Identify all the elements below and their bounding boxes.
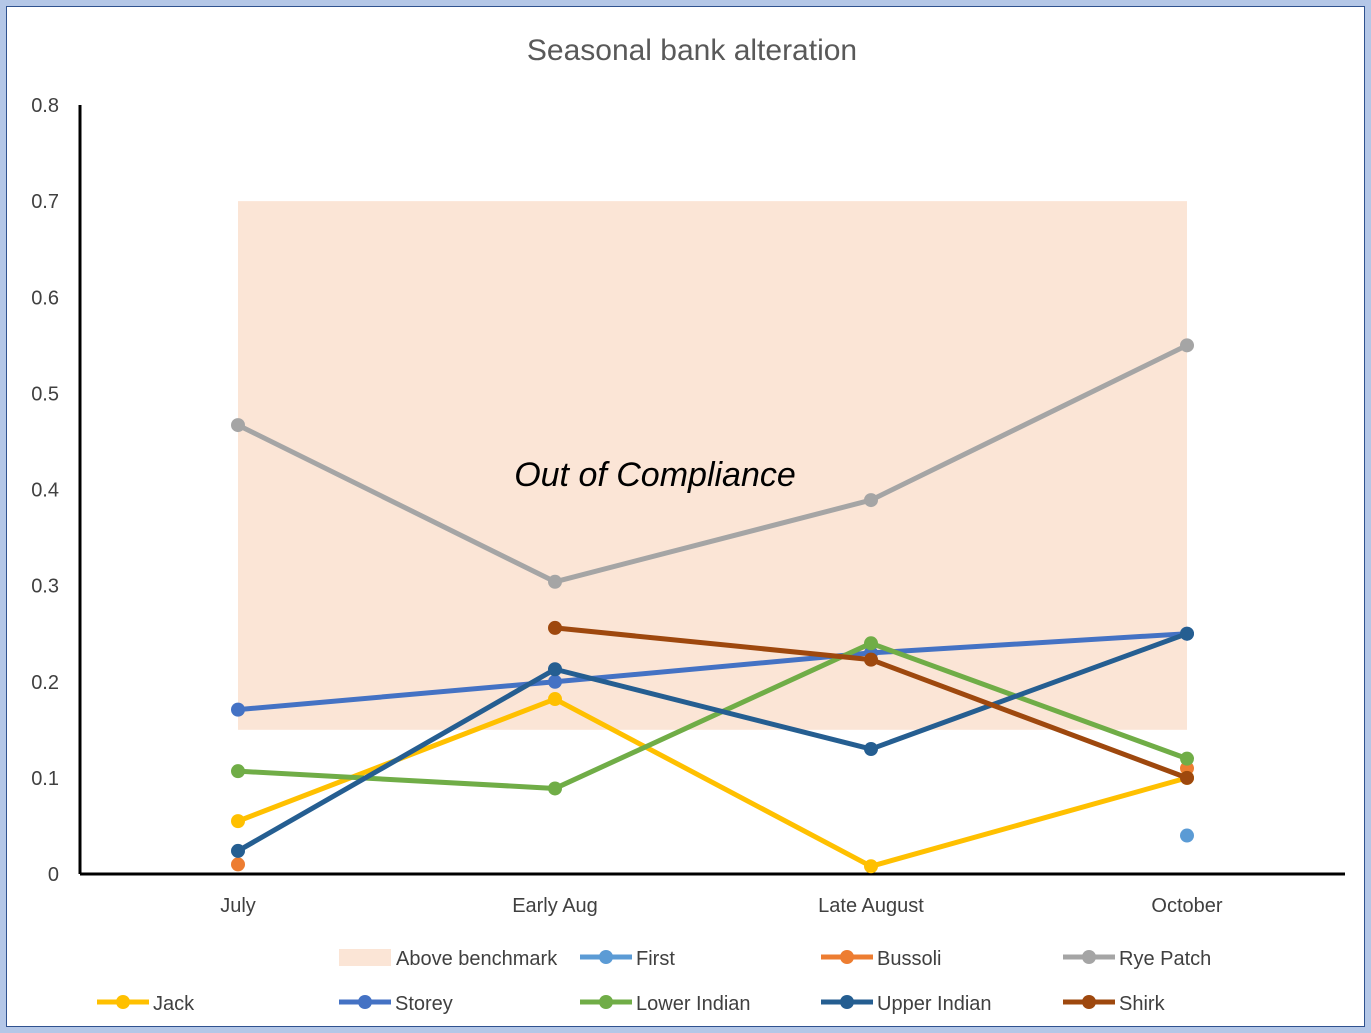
legend-label-lower-indian: Lower Indian [636, 993, 751, 1015]
series-line-segment [552, 497, 874, 585]
chart-title: Seasonal bank alteration [527, 34, 857, 67]
data-point [548, 692, 562, 707]
legend-marker-rye-patch [1082, 950, 1096, 964]
series-bussoli [231, 761, 1194, 872]
series-line-segment [235, 679, 558, 713]
series-rye-patch [231, 338, 1194, 589]
data-point [548, 781, 562, 796]
series-line-segment [552, 696, 874, 869]
series-shirk [548, 620, 1194, 785]
series-line-segment [235, 422, 558, 585]
data-point [864, 636, 878, 651]
data-point [548, 574, 562, 589]
data-point [1180, 338, 1194, 353]
data-point [864, 652, 878, 667]
series-line-segment [552, 650, 874, 685]
data-point [864, 742, 878, 757]
data-point [864, 493, 878, 508]
x-tick-label: Late August [818, 895, 924, 917]
y-tick-label: 0.5 [31, 383, 59, 405]
series-lower-indian [231, 636, 1194, 796]
out-of-compliance-annotation: Out of Compliance [514, 456, 796, 494]
x-tick-label: July [220, 895, 256, 917]
data-point [231, 764, 245, 779]
y-tick-label: 0.2 [31, 672, 59, 694]
legend-marker-shirk [1082, 995, 1096, 1009]
data-point [231, 843, 245, 858]
y-tick-label: 0.7 [31, 191, 59, 213]
series-line-segment [552, 640, 874, 791]
legend-label-above-benchmark: Above benchmark [396, 948, 558, 970]
legend-label-upper-indian: Upper Indian [877, 993, 992, 1015]
data-point [231, 418, 245, 433]
series-line-segment [868, 657, 1190, 781]
legend-label-bussoli: Bussoli [877, 948, 941, 970]
y-tick-label: 0 [48, 864, 59, 886]
legend-label-storey: Storey [395, 993, 453, 1015]
series-line-segment [868, 631, 1190, 656]
data-point [548, 662, 562, 677]
y-tick-label: 0.3 [31, 576, 59, 598]
series-line-segment [868, 631, 1190, 752]
legend-marker-jack [116, 995, 130, 1009]
legend: Above benchmark First Bussoli Rye Patch Jack… [97, 948, 1211, 1015]
legend-marker-upper-indian [840, 995, 854, 1009]
legend-label-first: First [636, 948, 675, 970]
data-point [864, 859, 878, 874]
series-first [1180, 828, 1194, 843]
data-point [1180, 751, 1194, 766]
series-line-segment [868, 775, 1190, 869]
series-upper-indian [231, 626, 1194, 858]
x-tick-label: October [1151, 895, 1222, 917]
legend-swatch-above-benchmark [339, 949, 391, 966]
series-line-segment [552, 666, 874, 752]
data-point [231, 814, 245, 829]
y-tick-label: 0.4 [31, 480, 59, 502]
legend-marker-lower-indian [599, 995, 613, 1009]
series-line-segment [552, 625, 874, 663]
data-point [548, 620, 562, 635]
legend-marker-bussoli [840, 950, 854, 964]
series-line-segment [868, 342, 1190, 503]
y-tick-label: 0.8 [31, 95, 59, 117]
data-point [231, 857, 245, 872]
legend-label-shirk: Shirk [1119, 993, 1166, 1015]
series-line-segment [868, 640, 1190, 762]
data-point [548, 674, 562, 689]
y-tick-label: 0.6 [31, 287, 59, 309]
series-line-segment [235, 666, 558, 854]
legend-marker-storey [358, 995, 372, 1009]
data-point [1180, 770, 1194, 785]
legend-label-rye-patch: Rye Patch [1119, 948, 1211, 970]
data-point [1180, 626, 1194, 641]
y-tick-label: 0.1 [31, 768, 59, 790]
legend-marker-first [599, 950, 613, 964]
data-point [231, 702, 245, 717]
series-line-segment [235, 768, 558, 791]
data-point [1180, 828, 1194, 843]
data-point [1180, 761, 1194, 776]
x-tick-label: Early Aug [512, 895, 598, 917]
legend-label-jack: Jack [153, 993, 195, 1015]
